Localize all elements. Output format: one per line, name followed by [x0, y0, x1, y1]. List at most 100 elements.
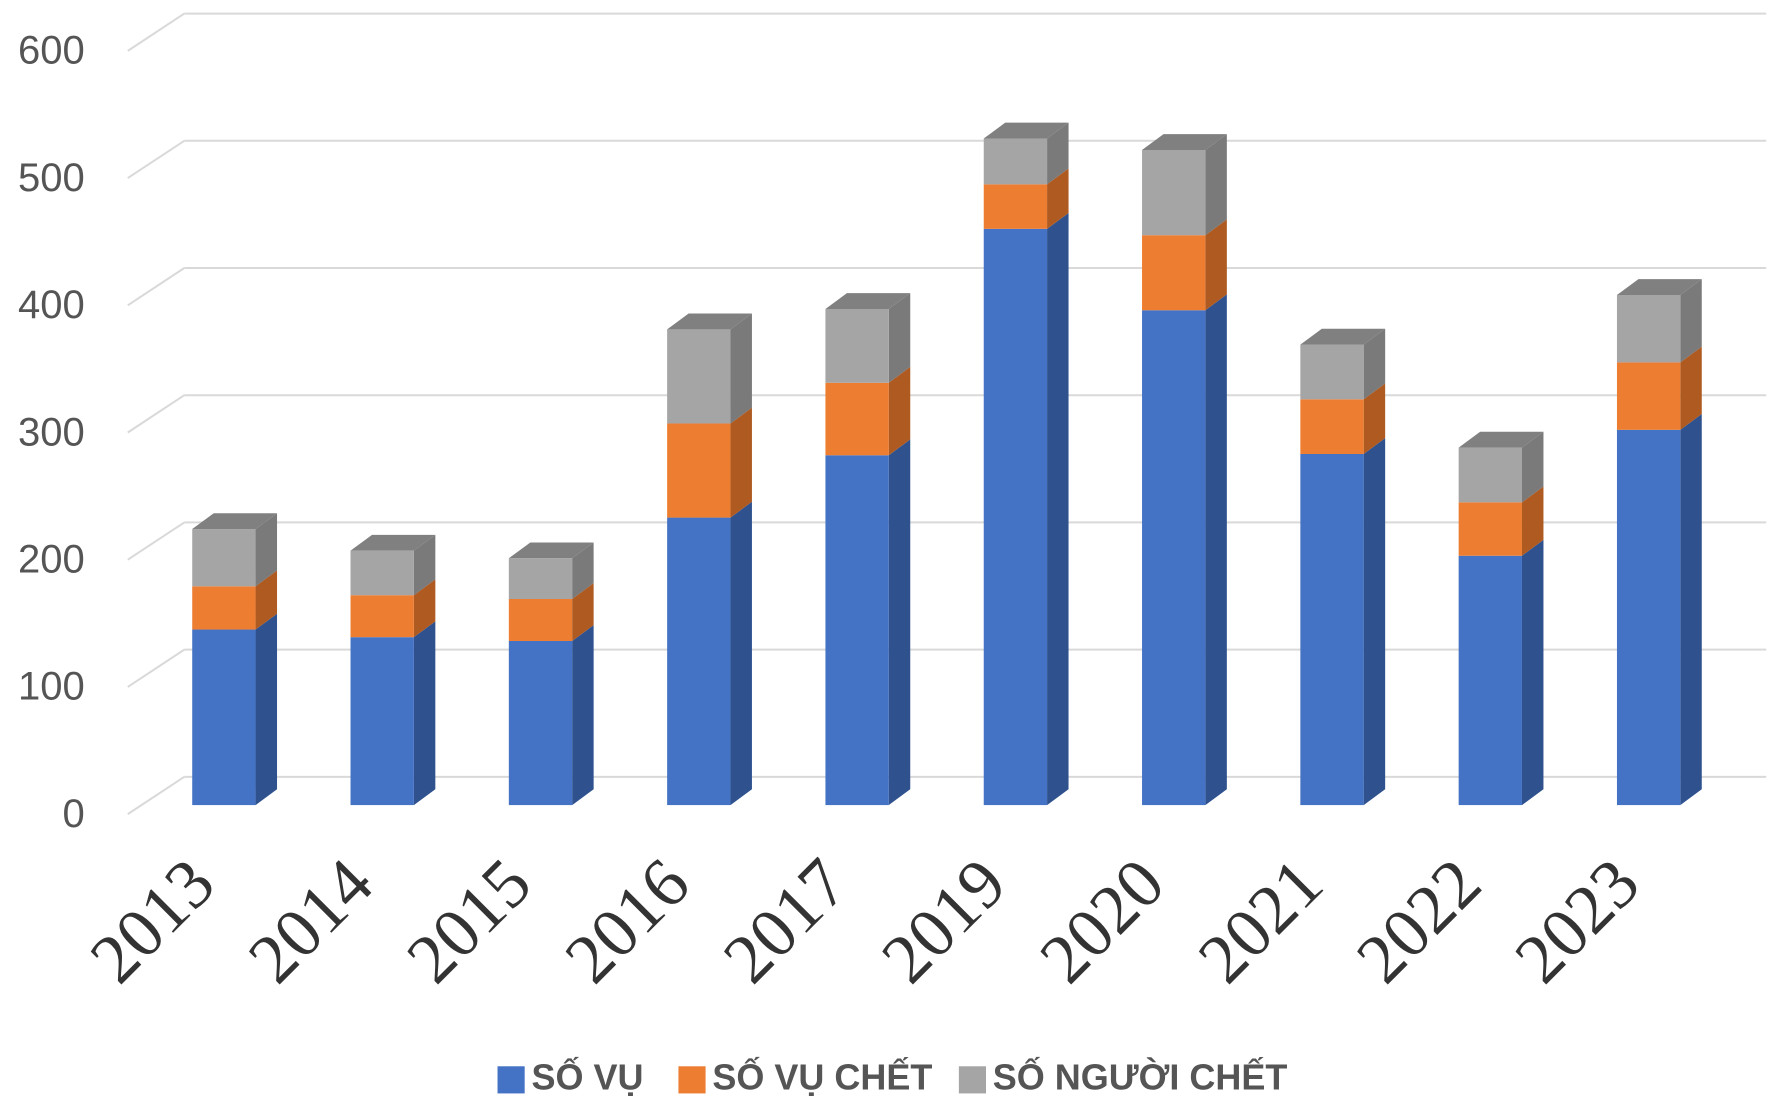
bar-side — [413, 621, 436, 806]
bar-top — [983, 122, 1069, 139]
grid-line — [127, 394, 185, 434]
bar — [1458, 447, 1522, 503]
bar-side — [1047, 168, 1069, 229]
x-tick-label: 2016 — [551, 844, 704, 997]
bar-side — [413, 579, 436, 638]
y-tick-label: 300 — [18, 410, 85, 454]
bar — [1616, 294, 1681, 363]
bar-side — [1363, 383, 1386, 454]
bar-side — [1205, 134, 1227, 236]
x-tick-label: 2020 — [1026, 844, 1179, 997]
bar-top — [350, 534, 436, 551]
x-tick-label: 2022 — [1343, 844, 1496, 997]
bar — [350, 637, 414, 806]
bar — [508, 558, 573, 600]
legend-swatch — [678, 1066, 706, 1094]
legend-label: SỐ VỤ CHẾT — [712, 1055, 932, 1097]
bar — [1616, 362, 1681, 430]
bar — [1458, 502, 1522, 556]
bar-top — [1300, 328, 1386, 345]
grid-line — [127, 139, 185, 179]
bar-side — [255, 570, 278, 630]
bar — [667, 517, 731, 806]
bar-side — [730, 407, 752, 518]
legend-swatch — [958, 1066, 987, 1094]
bar — [192, 586, 256, 630]
bar-side — [1205, 219, 1227, 311]
grid-line — [127, 12, 185, 52]
x-tick-label: 2021 — [1184, 844, 1337, 997]
x-tick-label: 2019 — [868, 844, 1021, 997]
bar-side — [1363, 438, 1386, 806]
bar — [825, 455, 889, 806]
bar — [350, 550, 414, 596]
y-tick-label: 500 — [18, 156, 85, 200]
bar-side — [1680, 346, 1702, 430]
legend-label: SỐ VỤ — [531, 1055, 643, 1097]
bar-side — [730, 313, 752, 424]
bar-top — [192, 513, 278, 530]
bar — [1142, 149, 1206, 236]
bar-top — [1142, 134, 1227, 150]
legend-swatch — [497, 1066, 525, 1094]
grid-line — [127, 521, 185, 561]
y-tick-label: 200 — [18, 538, 85, 582]
bar — [667, 423, 731, 518]
bar-side — [572, 542, 594, 600]
bar — [508, 640, 573, 806]
bar-side — [572, 625, 594, 806]
bar — [1616, 429, 1681, 806]
bar-side — [888, 293, 911, 383]
bar-top — [825, 293, 911, 309]
bar-side — [1047, 213, 1069, 806]
bar — [192, 529, 256, 587]
grid-line — [127, 775, 185, 815]
bar-top — [1616, 279, 1702, 295]
grid-line — [127, 267, 185, 307]
bar-side — [888, 439, 911, 806]
bar-side — [1680, 413, 1702, 806]
bar-side — [1680, 279, 1702, 363]
bar — [192, 629, 256, 806]
bar-side — [413, 534, 436, 596]
bar — [1300, 399, 1364, 454]
bar-top — [508, 542, 594, 559]
bar — [1300, 453, 1364, 806]
bar — [1142, 310, 1206, 806]
bar — [1142, 235, 1206, 311]
y-tick-label: 400 — [18, 283, 85, 327]
x-tick-label: 2014 — [234, 844, 387, 997]
y-tick-label: 0 — [63, 792, 85, 836]
grid-line — [127, 648, 185, 688]
y-tick-label: 100 — [18, 665, 85, 709]
bar — [350, 595, 414, 638]
bar — [1458, 555, 1522, 806]
y-tick-label: 600 — [18, 29, 85, 73]
legend-label: SỐ NGƯỜI CHẾT — [993, 1055, 1288, 1097]
bar-side — [1205, 294, 1227, 806]
bar — [983, 184, 1048, 229]
bar-side — [572, 583, 594, 641]
bar — [1300, 344, 1364, 400]
x-tick-label: 2015 — [393, 844, 546, 997]
bar-side — [730, 501, 752, 806]
bar-side — [1363, 328, 1386, 400]
bar-side — [255, 513, 278, 587]
x-tick-label: 2013 — [76, 844, 229, 997]
bar — [983, 138, 1048, 185]
bar-side — [1521, 486, 1544, 556]
bar-top — [1458, 431, 1544, 448]
bar-top — [667, 313, 752, 330]
bar-side — [1047, 122, 1069, 185]
bar-side — [1521, 539, 1544, 806]
x-tick-label: 2017 — [709, 844, 862, 997]
bar-side — [888, 366, 911, 456]
bar — [983, 228, 1048, 806]
bar-side — [1521, 431, 1544, 503]
bar — [825, 308, 889, 383]
bar — [825, 382, 889, 456]
bar — [508, 599, 573, 641]
bar — [667, 329, 731, 424]
bar-side — [255, 613, 278, 806]
